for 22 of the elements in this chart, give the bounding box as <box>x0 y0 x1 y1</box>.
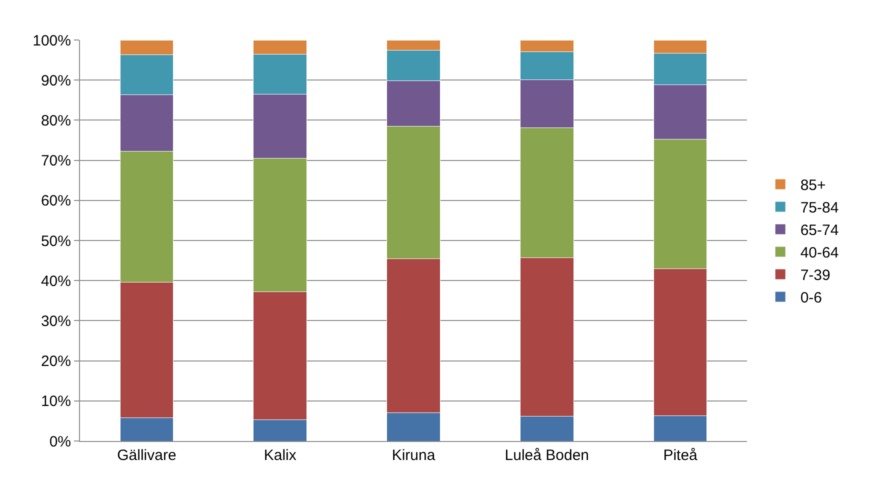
y-tick-label: 30% <box>40 312 71 330</box>
x-tick-label: Luleå Boden <box>504 447 590 464</box>
x-tick-label: Kalix <box>264 447 297 464</box>
y-tick-label: 10% <box>40 393 71 410</box>
y-tick-label: 80% <box>40 112 71 130</box>
y-tick-label: 100% <box>32 32 71 50</box>
y-tick-label: 90% <box>40 72 71 90</box>
legend-label: 7-39 <box>800 267 830 284</box>
legend-label: 65-74 <box>800 222 839 240</box>
legend-label: 85+ <box>800 177 826 194</box>
y-tick-label: 60% <box>40 192 71 210</box>
legend-label: 40-64 <box>800 244 839 262</box>
y-tick-label: 20% <box>40 353 71 370</box>
y-tick-label: 50% <box>40 232 71 250</box>
y-tick-label: 70% <box>40 152 71 170</box>
x-tick-label: Gällivare <box>117 447 176 464</box>
legend-label: 0-6 <box>800 290 822 307</box>
legend-label: 75-84 <box>800 200 839 217</box>
x-tick-label: Kiruna <box>392 447 436 464</box>
x-tick-label: Piteå <box>663 447 698 464</box>
y-tick-label: 40% <box>40 272 71 290</box>
y-tick-label: 0% <box>49 433 71 450</box>
